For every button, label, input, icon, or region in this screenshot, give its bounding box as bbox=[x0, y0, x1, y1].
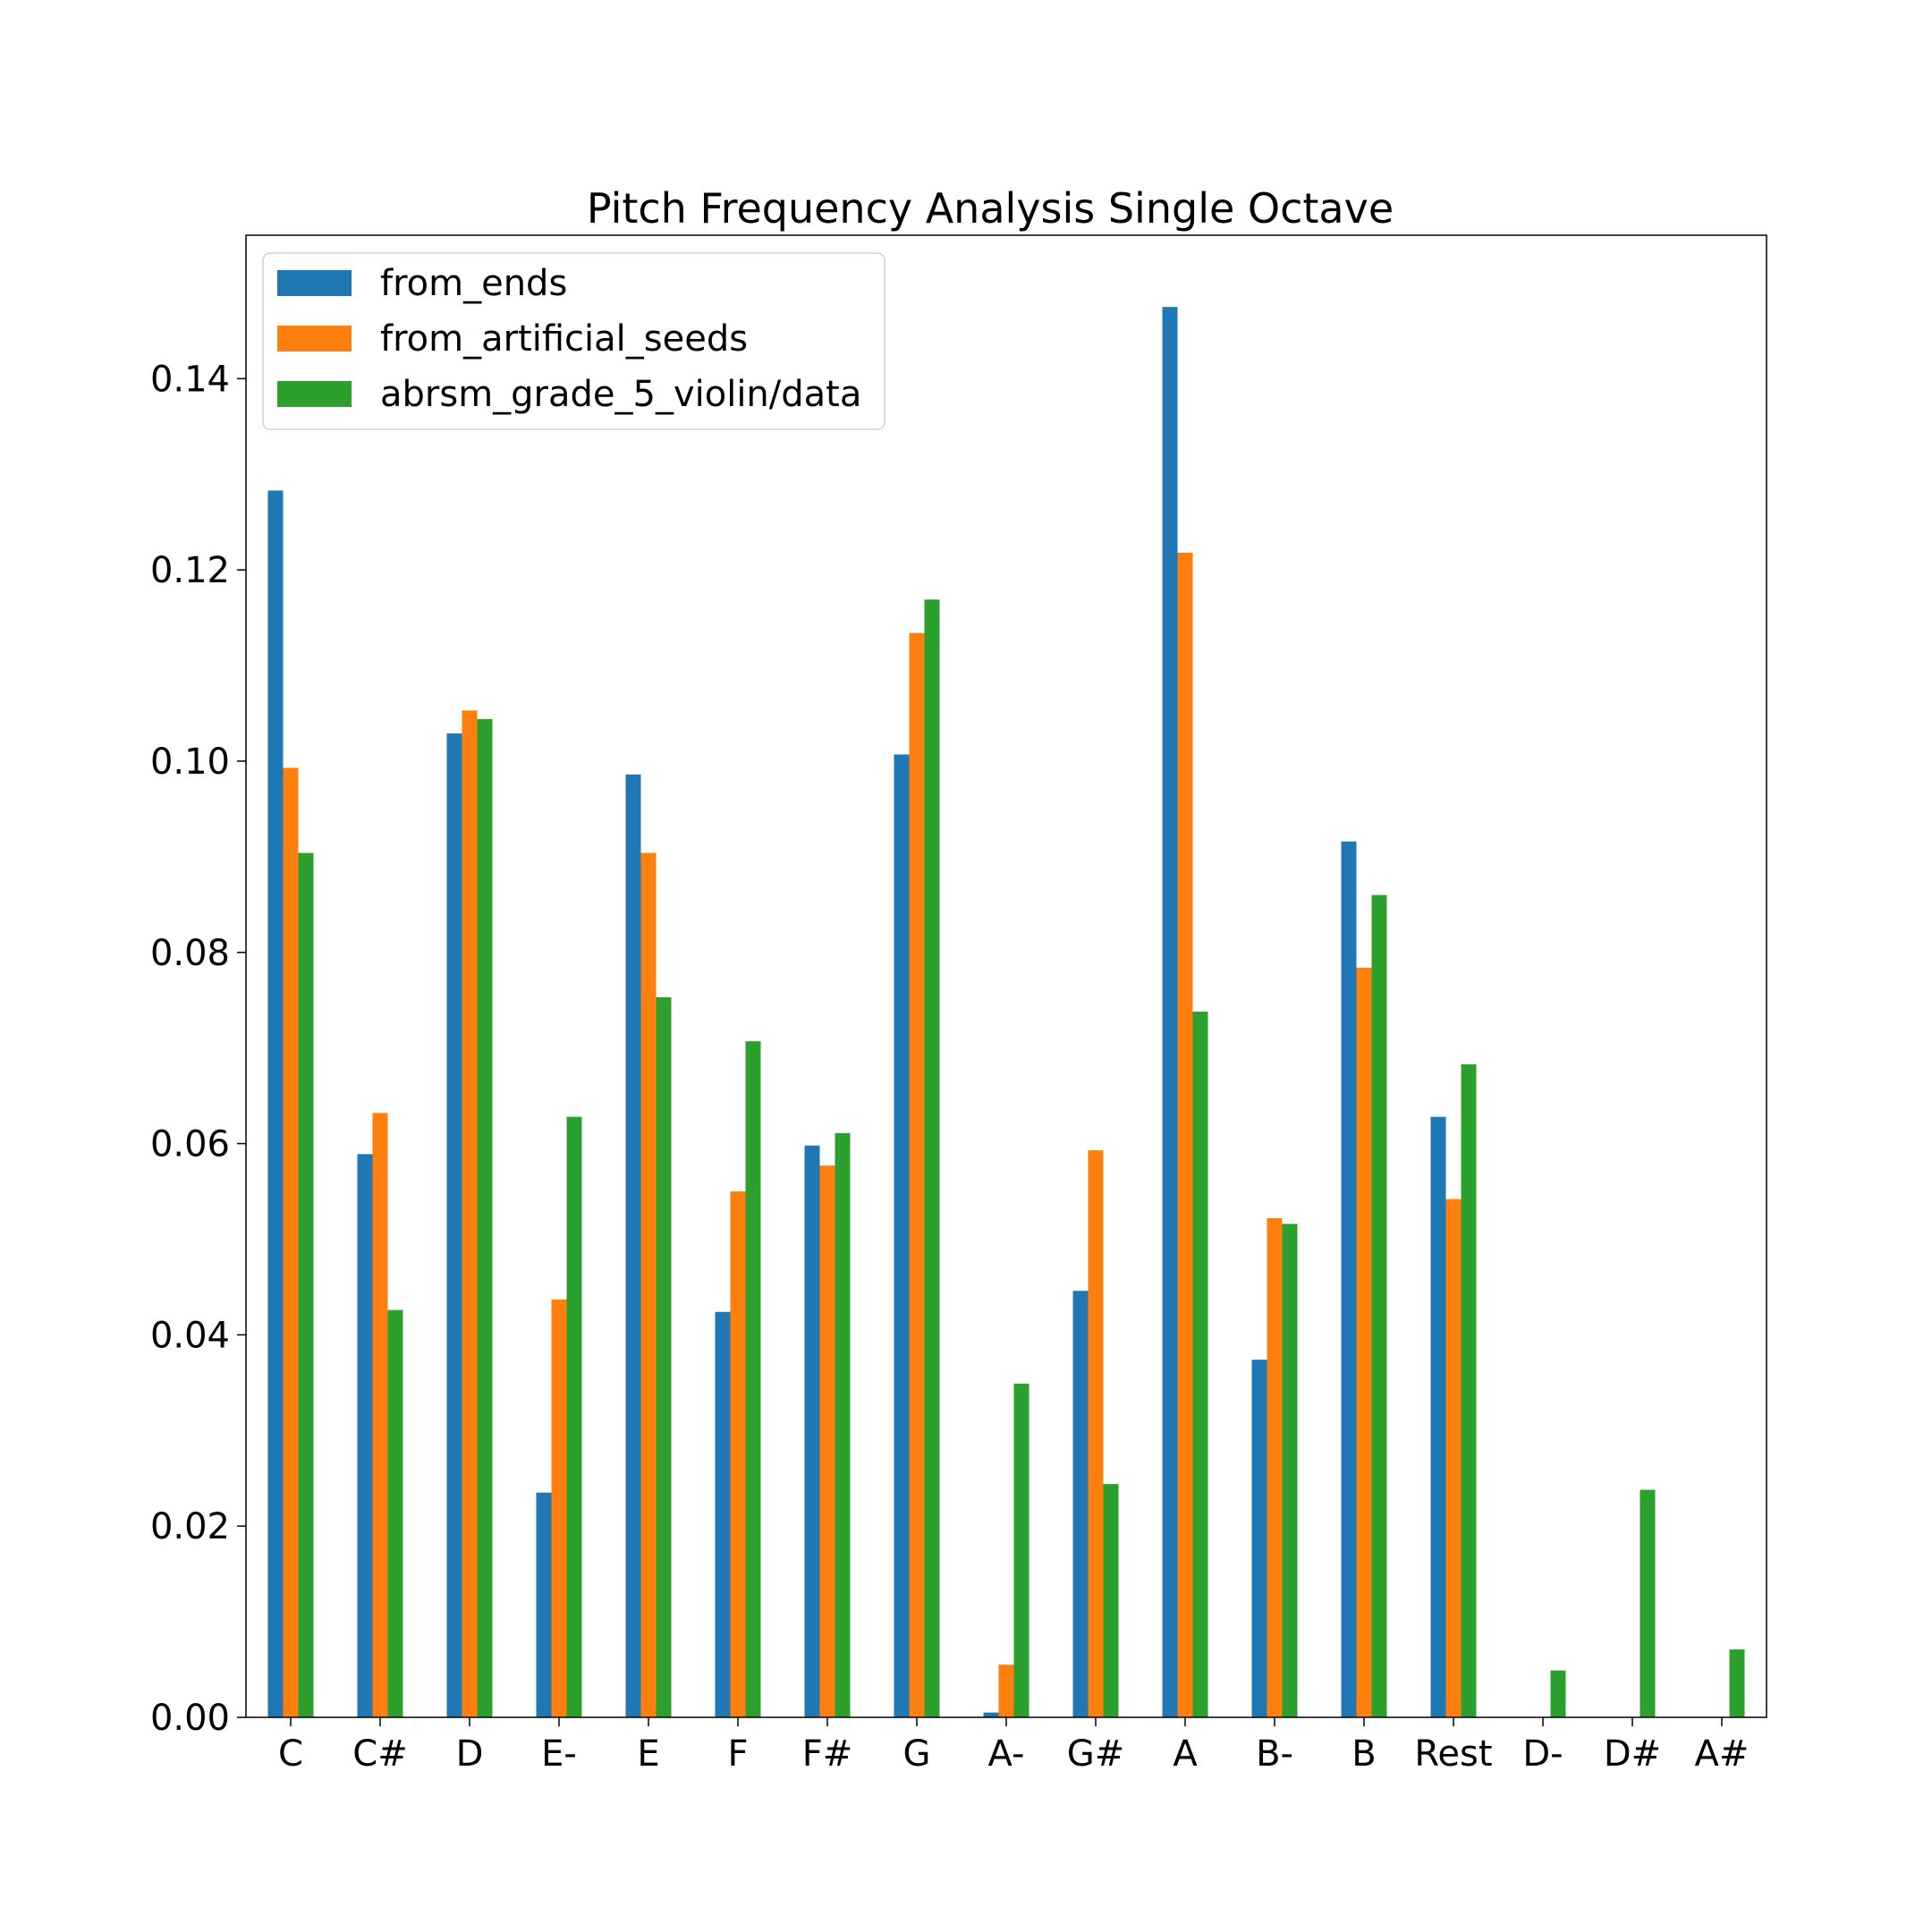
x-tick-label-a: A bbox=[1173, 1733, 1198, 1775]
bar-abrsm-grade-5-violin-data-rest bbox=[1461, 1063, 1477, 1717]
legend-swatch-abrsm bbox=[277, 381, 352, 407]
x-axis: C C# D E- E F F# G A- G# A B- B Rest D- D# A# bbox=[278, 1717, 1749, 1775]
bar-from-artificial-seeds-f bbox=[730, 1191, 746, 1717]
x-tick-label-d: D- bbox=[1522, 1733, 1563, 1775]
bar-from-ends-b bbox=[1341, 841, 1357, 1717]
bar-from-artificial-seeds-a bbox=[1177, 552, 1193, 1718]
x-tick-label-a: A- bbox=[988, 1733, 1025, 1775]
y-tick-label: 0.00 bbox=[150, 1698, 230, 1739]
bar-abrsm-grade-5-violin-data-b bbox=[1282, 1224, 1298, 1717]
legend-entry: from_ends bbox=[277, 263, 567, 304]
x-tick-label-g: G bbox=[903, 1733, 931, 1775]
bar-abrsm-grade-5-violin-data-d-sharp bbox=[1640, 1489, 1656, 1717]
bar-from-ends-d bbox=[446, 733, 462, 1717]
legend-swatch-from-artificial-seeds bbox=[277, 326, 352, 352]
bar-from-artificial-seeds-a bbox=[998, 1665, 1014, 1717]
y-tick-label: 0.10 bbox=[150, 741, 230, 783]
bar-from-artificial-seeds-c bbox=[283, 767, 299, 1718]
bar-from-ends-a bbox=[983, 1712, 999, 1717]
x-tick-label-a-sharp: A# bbox=[1695, 1733, 1750, 1775]
bar-abrsm-grade-5-violin-data-a bbox=[1013, 1383, 1030, 1717]
legend-entry: abrsm_grade_5_violin/data bbox=[277, 374, 861, 415]
y-tick-label: 0.02 bbox=[150, 1506, 230, 1547]
bar-from-ends-f bbox=[715, 1311, 731, 1717]
bar-abrsm-grade-5-violin-data-d bbox=[477, 718, 493, 1718]
bar-from-artificial-seeds-b bbox=[1356, 967, 1372, 1717]
bar-from-artificial-seeds-b bbox=[1267, 1217, 1283, 1717]
y-tick-label: 0.14 bbox=[150, 359, 230, 400]
bar-from-artificial-seeds-f-sharp bbox=[819, 1165, 835, 1717]
bar-abrsm-grade-5-violin-data-c-sharp bbox=[387, 1309, 403, 1717]
x-tick-label-c-sharp: C# bbox=[352, 1733, 407, 1775]
bar-abrsm-grade-5-violin-data-f bbox=[745, 1041, 761, 1717]
x-tick-label-b: B- bbox=[1256, 1733, 1293, 1775]
x-tick-label-b: B bbox=[1352, 1733, 1376, 1775]
bar-abrsm-grade-5-violin-data-d bbox=[1550, 1670, 1566, 1717]
y-tick-label: 0.08 bbox=[150, 933, 230, 974]
bar-abrsm-grade-5-violin-data-e bbox=[656, 997, 672, 1717]
bar-from-artificial-seeds-c-sharp bbox=[372, 1113, 388, 1717]
legend-box bbox=[262, 252, 886, 430]
bar-from-artificial-seeds-g bbox=[909, 632, 925, 1717]
bar-from-ends-e bbox=[625, 774, 641, 1718]
bar-from-ends-c-sharp bbox=[357, 1154, 373, 1717]
legend-label-from-ends: from_ends bbox=[380, 263, 567, 304]
x-tick-label-e: E- bbox=[541, 1733, 577, 1775]
y-tick-label: 0.04 bbox=[150, 1315, 230, 1356]
bar-from-ends-a bbox=[1162, 307, 1178, 1718]
chart-title: Pitch Frequency Analysis Single Octave bbox=[587, 184, 1394, 233]
x-tick-label-d-sharp: D# bbox=[1604, 1733, 1661, 1775]
bar-from-ends-rest bbox=[1430, 1116, 1446, 1717]
x-tick-label-f-sharp: F# bbox=[802, 1733, 853, 1775]
bar-abrsm-grade-5-violin-data-g bbox=[924, 599, 940, 1717]
y-axis: 0.00 0.02 0.04 0.06 0.08 0.10 0.12 0.14 bbox=[150, 359, 246, 1739]
bar-abrsm-grade-5-violin-data-a-sharp bbox=[1729, 1649, 1745, 1717]
bar-from-artificial-seeds-d bbox=[462, 710, 478, 1717]
y-tick-label: 0.06 bbox=[150, 1124, 230, 1165]
x-tick-label-d: D bbox=[456, 1733, 484, 1775]
bar-abrsm-grade-5-violin-data-g-sharp bbox=[1103, 1484, 1119, 1717]
bar-from-ends-c bbox=[267, 490, 284, 1718]
bar-abrsm-grade-5-violin-data-a bbox=[1192, 1012, 1208, 1717]
bar-abrsm-grade-5-violin-data-f-sharp bbox=[835, 1132, 851, 1717]
plot-frame bbox=[245, 234, 1767, 1718]
x-tick-label-g-sharp: G# bbox=[1067, 1733, 1125, 1775]
bar-from-ends-b bbox=[1251, 1360, 1267, 1717]
legend-swatch-from-ends bbox=[277, 270, 352, 296]
bar-abrsm-grade-5-violin-data-e bbox=[566, 1116, 582, 1717]
x-tick-label-f: F bbox=[727, 1733, 748, 1775]
y-tick-label: 0.12 bbox=[150, 550, 230, 591]
legend-entry: from_artificial_seeds bbox=[277, 318, 748, 360]
x-tick-label-rest: Rest bbox=[1414, 1733, 1492, 1775]
bar-from-artificial-seeds-rest bbox=[1445, 1199, 1462, 1717]
bar-from-artificial-seeds-g-sharp bbox=[1088, 1150, 1104, 1717]
legend-label-abrsm: abrsm_grade_5_violin/data bbox=[380, 374, 861, 415]
bar-from-artificial-seeds-e bbox=[551, 1299, 567, 1717]
bars-layer bbox=[267, 307, 1745, 1718]
bar-abrsm-grade-5-violin-data-b bbox=[1371, 894, 1387, 1717]
bar-from-ends-g bbox=[894, 754, 910, 1717]
bar-from-artificial-seeds-e bbox=[640, 852, 657, 1717]
legend: from_ends from_artificial_seeds abrsm_gr… bbox=[262, 252, 886, 430]
bar-from-ends-e bbox=[536, 1492, 552, 1717]
x-tick-label-e: E bbox=[637, 1733, 659, 1775]
bar-from-ends-f-sharp bbox=[804, 1145, 820, 1717]
legend-label-from-artificial-seeds: from_artificial_seeds bbox=[380, 318, 748, 360]
x-tick-label-c: C bbox=[278, 1733, 303, 1775]
bar-from-ends-g-sharp bbox=[1072, 1291, 1089, 1717]
bar-abrsm-grade-5-violin-data-c bbox=[298, 852, 314, 1717]
